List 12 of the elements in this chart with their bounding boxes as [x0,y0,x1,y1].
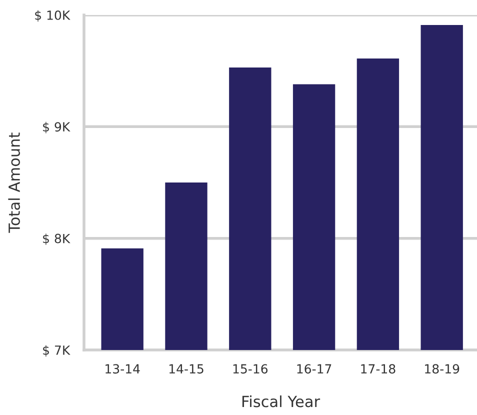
y-tick-label: $ 9K [43,122,70,134]
x-tick-label: 17-18 [361,364,396,374]
x-tick-label: 14-15 [169,364,204,374]
x-tick-label: 16-17 [297,364,332,374]
y-tick-label: $ 8K [43,234,70,245]
x-axis-title: Fiscal Year [242,395,320,408]
x-tick-label: 15-16 [233,364,268,374]
y-tick-label: $ 7K [43,345,70,357]
y-axis-title: Total Amount [8,132,20,233]
y-tick-label: $ 10K [35,10,70,22]
x-tick-label: 18-19 [425,364,460,374]
x-tick-label: 13-14 [106,364,140,374]
